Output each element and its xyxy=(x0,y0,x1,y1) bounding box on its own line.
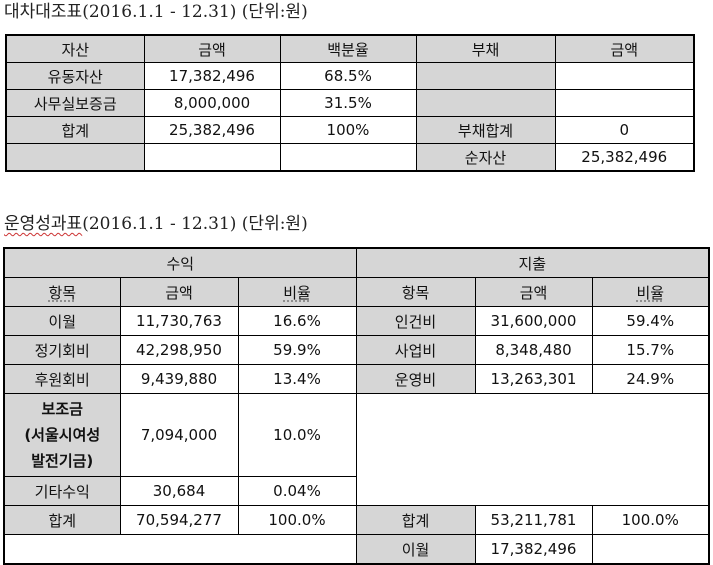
expense-amount: 31,600,000 xyxy=(474,306,593,336)
income-amount: 7,094,000 xyxy=(119,393,239,477)
carryover-label: 이월 xyxy=(355,534,476,565)
header-asset: 자산 xyxy=(5,34,145,63)
header-liability: 부채 xyxy=(415,34,556,63)
header-amount: 금액 xyxy=(474,277,593,307)
title-main: 운영성과표 xyxy=(4,214,83,234)
income-section-header: 수익 xyxy=(3,247,357,278)
cell-amount xyxy=(554,62,695,90)
income-item: 후원회비 xyxy=(3,364,121,394)
header-amount: 금액 xyxy=(554,34,695,63)
expense-total-amount: 53,211,781 xyxy=(474,505,593,535)
header-ratio: 비율 xyxy=(237,277,357,307)
empty-expense-area xyxy=(355,393,710,506)
cell-amount: 25,382,496 xyxy=(554,143,695,172)
subsidy-line: (서울시여성 xyxy=(24,426,101,444)
table-row: 순자산 25,382,496 xyxy=(5,143,695,172)
row-label: 합계 xyxy=(5,116,145,144)
row-label: 사무실보증금 xyxy=(5,89,145,117)
section-header-row: 수익 지출 xyxy=(3,247,710,278)
income-ratio: 10.0% xyxy=(237,393,357,477)
income-ratio: 59.9% xyxy=(237,335,357,365)
income-item: 정기회비 xyxy=(3,335,121,365)
balance-sheet-table: 자산 금액 백분율 부채 금액 유동자산 17,382,496 68.5% 사무… xyxy=(5,34,695,172)
cell-percent: 100% xyxy=(279,116,417,144)
income-item: 기타수익 xyxy=(3,476,121,506)
header-percent: 백분율 xyxy=(279,34,417,63)
expense-total-ratio: 100.0% xyxy=(591,505,710,535)
header-amount: 금액 xyxy=(119,277,239,307)
cell-percent: 31.5% xyxy=(279,89,417,117)
row-label: 부채합계 xyxy=(415,116,556,144)
table-header-row: 항목 금액 비율 항목 금액 비율 xyxy=(3,277,710,307)
table-row: 후원회비 9,439,880 13.4% 운영비 13,263,301 24.9… xyxy=(3,364,710,394)
expense-ratio: 15.7% xyxy=(591,335,710,365)
table-header-row: 자산 금액 백분율 부채 금액 xyxy=(5,34,695,63)
row-label: 순자산 xyxy=(415,143,556,172)
expense-ratio: 59.4% xyxy=(591,306,710,336)
subsidy-line: 보조금 xyxy=(41,400,83,418)
cell-percent xyxy=(279,143,417,172)
row-label xyxy=(415,62,556,90)
expense-ratio: 24.9% xyxy=(591,364,710,394)
header-ratio: 비율 xyxy=(591,277,710,307)
income-amount: 9,439,880 xyxy=(119,364,239,394)
income-amount: 11,730,763 xyxy=(119,306,239,336)
expense-item: 사업비 xyxy=(355,335,476,365)
income-ratio: 16.6% xyxy=(237,306,357,336)
table-row: 합계 70,594,277 100.0% 합계 53,211,781 100.0… xyxy=(3,505,710,535)
income-amount: 30,684 xyxy=(119,476,239,506)
row-label: 유동자산 xyxy=(5,62,145,90)
expense-item: 운영비 xyxy=(355,364,476,394)
income-ratio: 13.4% xyxy=(237,364,357,394)
header-ratio-text: 비율 xyxy=(283,283,311,302)
cell-amount: 0 xyxy=(554,116,695,144)
table-row: 사무실보증금 8,000,000 31.5% xyxy=(5,89,695,117)
expense-amount: 8,348,480 xyxy=(474,335,593,365)
income-total-label: 합계 xyxy=(3,505,121,535)
expense-section-header: 지출 xyxy=(355,247,710,278)
income-item-subsidy: 보조금 (서울시여성 발전기금) xyxy=(3,393,121,477)
subsidy-line: 발전기금) xyxy=(31,452,94,470)
income-total-amount: 70,594,277 xyxy=(119,505,239,535)
cell-amount: 25,382,496 xyxy=(143,116,281,144)
row-label xyxy=(5,143,145,172)
cell-amount: 17,382,496 xyxy=(143,62,281,90)
cell-amount xyxy=(143,143,281,172)
carryover-amount: 17,382,496 xyxy=(474,534,593,565)
table-row: 기타수익 30,684 0.04% xyxy=(3,476,709,506)
balance-sheet-title: 대차대조표(2016.1.1 - 12.31) (단위:원) xyxy=(4,2,308,22)
expense-total-label: 합계 xyxy=(355,505,476,535)
income-item: 이월 xyxy=(3,306,121,336)
header-ratio-text: 비율 xyxy=(636,283,665,302)
table-row: 보조금 (서울시여성 발전기금) 7,094,000 10.0% xyxy=(3,393,710,506)
income-statement-table: 수익 지출 항목 금액 비율 항목 금액 비율 이월 11,730,763 16… xyxy=(3,247,710,565)
header-item-text: 항목 xyxy=(48,283,77,302)
header-item: 항목 xyxy=(355,277,476,307)
expense-amount: 13,263,301 xyxy=(474,364,593,394)
income-total-ratio: 100.0% xyxy=(237,505,357,535)
income-amount: 42,298,950 xyxy=(119,335,239,365)
row-label xyxy=(415,89,556,117)
income-statement-title: 운영성과표(2016.1.1 - 12.31) (단위:원) xyxy=(4,214,308,234)
table-row: 이월 11,730,763 16.6% 인건비 31,600,000 59.4% xyxy=(3,306,710,336)
expense-item: 인건비 xyxy=(355,306,476,336)
header-amount: 금액 xyxy=(143,34,281,63)
cell-percent: 68.5% xyxy=(279,62,417,90)
header-item: 항목 xyxy=(3,277,121,307)
income-ratio: 0.04% xyxy=(237,476,357,506)
cell-amount xyxy=(554,89,695,117)
table-row: 합계 25,382,496 100% 부채합계 0 xyxy=(5,116,695,144)
title-rest: (2016.1.1 - 12.31) (단위:원) xyxy=(82,214,308,234)
table-row: 유동자산 17,382,496 68.5% xyxy=(5,62,695,90)
cell-amount: 8,000,000 xyxy=(143,89,281,117)
table-row: 정기회비 42,298,950 59.9% 사업비 8,348,480 15.7… xyxy=(3,335,710,365)
